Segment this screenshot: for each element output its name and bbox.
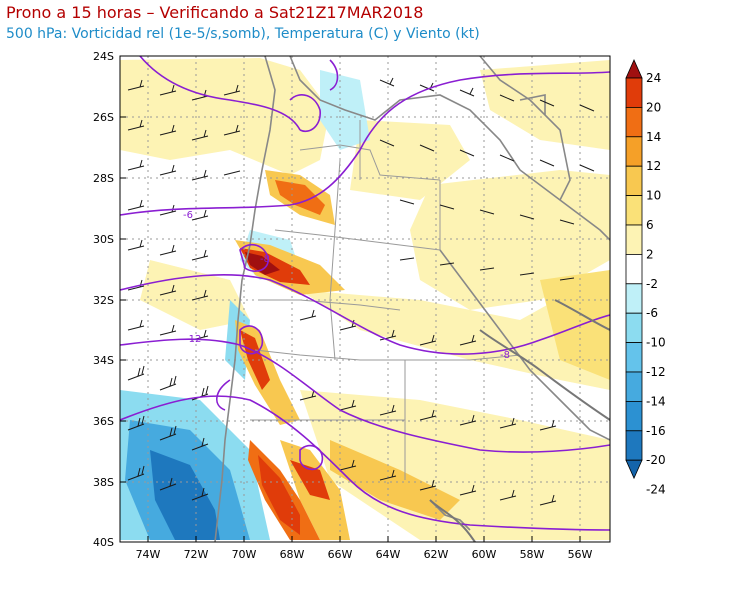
colorbar-swatch (625, 224, 643, 255)
province-borders (250, 120, 521, 480)
colorbar-label: -24 (646, 483, 666, 497)
colorbar-swatch (625, 195, 643, 226)
isotherm-label-3: -12 (185, 334, 201, 345)
lat-label-30s: 30S (93, 233, 114, 246)
colorbar-label: 10 (646, 189, 661, 203)
lon-label-62w: 62W (424, 548, 449, 561)
colorbar-top-arrow (625, 59, 643, 79)
colorbar-label: 2 (646, 247, 654, 261)
colorbar-label: -12 (646, 365, 666, 379)
colorbar-swatch (625, 253, 643, 285)
coastline (429, 299, 610, 542)
colorbar-swatch (625, 77, 643, 108)
colorbar-label: 20 (646, 100, 661, 114)
isotherm-label-1: -6 (183, 210, 193, 221)
colorbar: 24 20 14 12 10 6 2 -2 -6 -10 -12 -14 -16 -20 -24 (625, 59, 666, 497)
lat-label-24s: 24S (93, 50, 114, 63)
isotherm-label-2: -8 (260, 254, 270, 265)
lat-label-32s: 32S (93, 294, 114, 307)
colorbar-swatch (625, 107, 643, 138)
map-frame (119, 55, 611, 543)
chart-title: Prono a 15 horas – Verificando a Sat21Z1… (6, 3, 424, 22)
lat-label-40s: 40S (93, 536, 114, 549)
chart-subtitle: 500 hPa: Vorticidad rel (1e-5/s,somb), T… (6, 26, 480, 42)
colorbar-swatch (625, 400, 643, 432)
lat-label-34s: 34S (93, 354, 114, 367)
colorbar-label: 6 (646, 218, 654, 232)
lon-label-60w: 60W (472, 548, 497, 561)
colorbar-label: -16 (646, 424, 666, 438)
colorbar-label: -6 (646, 306, 658, 320)
colorbar-label: -10 (646, 336, 666, 350)
lon-label-58w: 58W (520, 548, 545, 561)
colorbar-label: 24 (646, 71, 661, 85)
colorbar-swatch (625, 283, 643, 314)
lat-label-38s: 38S (93, 476, 114, 489)
lat-label-26s: 26S (93, 111, 114, 124)
vorticity-shading (120, 58, 610, 540)
lon-label-72w: 72W (184, 548, 209, 561)
lon-label-74w: 74W (136, 548, 161, 561)
lat-label-36s: 36S (93, 415, 114, 428)
colorbar-swatch (625, 312, 643, 344)
lon-label-68w: 68W (280, 548, 305, 561)
colorbar-swatch (625, 342, 643, 373)
lon-label-56w: 56W (568, 548, 593, 561)
colorbar-bottom-arrow (625, 459, 643, 480)
colorbar-label: -2 (646, 277, 658, 291)
map-panel (120, 56, 610, 542)
longitude-axis: 74W 72W 70W 68W 66W 64W 62W 60W 58W 56W (136, 536, 593, 561)
map-gridlines (120, 56, 610, 542)
isotherm-label-4: -8 (500, 350, 510, 361)
colorbar-swatch (625, 371, 643, 402)
latitude-axis: 24S 26S 28S 30S 32S 34S 36S 38S 40S (93, 50, 126, 549)
lon-label-70w: 70W (232, 548, 257, 561)
colorbar-swatch (625, 136, 643, 167)
colorbar-label: 14 (646, 130, 661, 144)
colorbar-label: 12 (646, 159, 661, 173)
wind-barbs (127, 77, 595, 506)
lat-label-28s: 28S (93, 172, 114, 185)
isotherms (120, 56, 610, 531)
colorbar-label: -20 (646, 453, 666, 467)
colorbar-swatch (625, 430, 643, 461)
colorbar-label: -14 (646, 394, 666, 408)
lon-label-64w: 64W (376, 548, 401, 561)
lon-label-66w: 66W (328, 548, 353, 561)
colorbar-swatch (625, 165, 643, 196)
